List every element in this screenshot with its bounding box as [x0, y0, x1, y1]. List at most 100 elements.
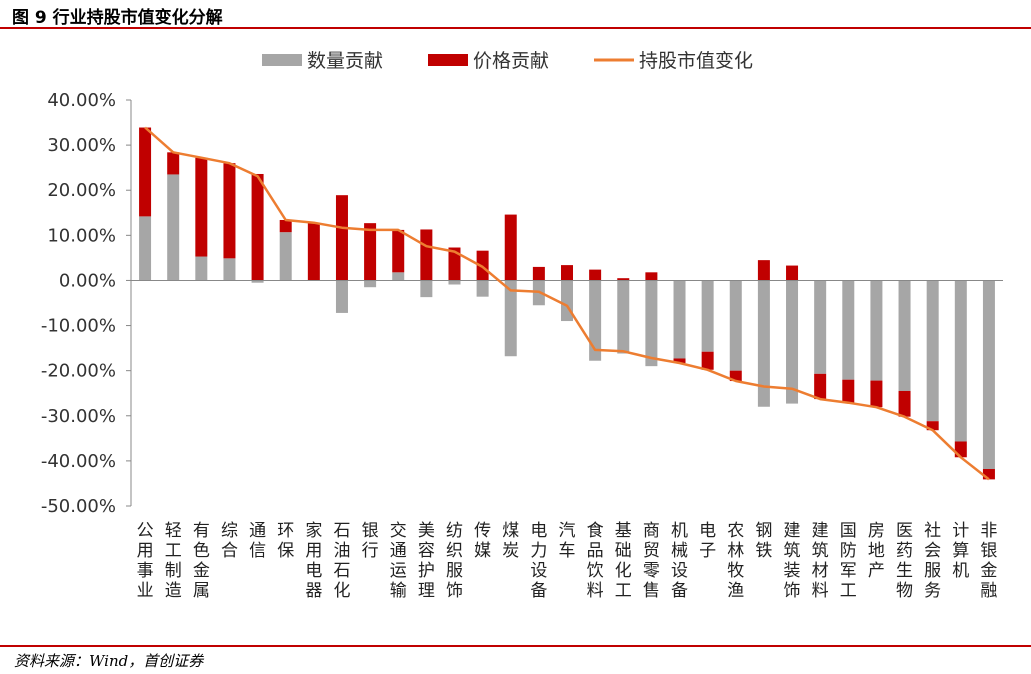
quantity-bar	[504, 280, 517, 357]
quantity-bar	[617, 280, 630, 354]
y-tick-label: -30.00%	[41, 406, 116, 427]
category-label: 电子	[699, 521, 716, 561]
quantity-bar	[476, 280, 489, 297]
price-bar	[926, 421, 939, 431]
y-tick-label: -10.00%	[41, 316, 116, 337]
price-bar	[786, 265, 799, 281]
price-bar	[167, 152, 180, 175]
legend-quantity-swatch	[262, 54, 302, 66]
quantity-bar	[364, 280, 377, 288]
price-bar	[420, 229, 433, 281]
price-bar	[448, 247, 461, 281]
bottom-rule	[0, 645, 1031, 647]
price-bar	[673, 358, 686, 363]
category-label: 环保	[277, 521, 294, 561]
legend-market-value-label: 持股市值变化	[639, 50, 753, 72]
category-label: 交通运输	[390, 521, 407, 601]
legend-quantity-label: 数量贡献	[307, 50, 383, 72]
legend-price: 价格贡献	[428, 50, 549, 72]
x-axis-labels: 公用事业轻工制造有色金属综合通信环保家用电器石油石化银行交通运输美容护理纺织服饰…	[137, 521, 998, 601]
y-tick-label: 20.00%	[47, 180, 116, 201]
category-label: 食品饮料	[587, 521, 604, 601]
price-bar	[898, 390, 911, 417]
line-series	[144, 126, 990, 481]
price-bar	[195, 157, 208, 257]
quantity-bar	[392, 272, 405, 281]
quantity-bar	[589, 280, 602, 361]
quantity-bar	[251, 280, 264, 283]
category-label: 农林牧渔	[727, 521, 744, 601]
quantity-bar	[448, 280, 461, 285]
price-bar	[561, 265, 573, 281]
quantity-bar	[223, 258, 236, 281]
category-label: 煤炭	[502, 521, 519, 561]
category-label: 电力设备	[530, 521, 547, 601]
price-bar	[307, 222, 320, 281]
quantity-bar	[335, 280, 348, 313]
quantity-bar	[982, 280, 995, 470]
category-label: 美容护理	[418, 521, 435, 601]
y-axis: 40.00% 30.00% 20.00% 10.00% 0.00% -10.00% -20.…	[41, 90, 132, 517]
price-bar	[335, 195, 348, 281]
price-bar	[982, 469, 995, 480]
category-label: 家用电器	[305, 521, 322, 601]
legend-quantity: 数量贡献	[262, 50, 383, 72]
y-tick-label: -40.00%	[41, 451, 116, 472]
category-label: 通信	[249, 521, 266, 561]
y-tick-label: 30.00%	[47, 135, 116, 156]
quantity-bar	[786, 280, 799, 404]
quantity-bar	[279, 232, 292, 281]
price-bar	[701, 351, 714, 370]
category-label: 非银金融	[980, 521, 997, 601]
category-label: 基础化工	[615, 521, 632, 601]
category-label: 传媒	[474, 521, 491, 561]
price-bar	[842, 379, 855, 403]
y-tick-label: 0.00%	[59, 270, 116, 291]
category-label: 医药生物	[896, 521, 913, 601]
price-bar	[757, 260, 770, 281]
price-bar	[645, 272, 658, 281]
y-tick-label: 10.00%	[47, 225, 116, 246]
quantity-bar	[842, 280, 855, 380]
price-bar	[814, 373, 827, 400]
price-bar	[251, 173, 264, 281]
category-label: 建筑装饰	[784, 521, 801, 601]
category-label: 公用事业	[137, 521, 154, 601]
quantity-bar	[673, 280, 686, 359]
quantity-bar	[926, 280, 939, 422]
legend-price-label: 价格贡献	[473, 50, 549, 72]
price-bar	[589, 269, 602, 281]
quantity-bar	[195, 256, 208, 281]
category-label: 建筑材料	[812, 521, 829, 601]
price-bar	[532, 266, 545, 281]
quantity-bar	[814, 280, 827, 374]
price-bar	[392, 229, 405, 273]
quantity-bar	[757, 280, 770, 407]
category-label: 轻工制造	[165, 521, 182, 601]
quantity-bar	[645, 280, 658, 367]
y-tick-label: 40.00%	[47, 90, 116, 111]
category-label: 国防军工	[840, 521, 857, 601]
category-label: 社会服务	[924, 521, 941, 601]
bars	[139, 127, 995, 480]
price-bar	[279, 219, 292, 233]
quantity-bar	[954, 280, 967, 442]
category-label: 机械设备	[671, 521, 688, 601]
price-bar	[617, 278, 630, 281]
quantity-bar	[870, 280, 883, 381]
legend-price-swatch	[428, 54, 468, 66]
y-tick-label: -50.00%	[41, 496, 116, 517]
price-bar	[870, 380, 883, 408]
quantity-bar	[701, 280, 714, 352]
y-tick-label: -20.00%	[41, 361, 116, 382]
category-label: 计算机	[952, 521, 969, 581]
category-label: 有色金属	[193, 521, 210, 601]
category-label: 纺织服饰	[446, 521, 463, 601]
legend-market-value: 持股市值变化	[594, 50, 753, 72]
category-label: 汽车	[559, 521, 576, 561]
top-rule	[0, 27, 1031, 29]
quantity-bar	[898, 280, 911, 391]
category-label: 房地产	[868, 521, 885, 581]
quantity-bar	[167, 174, 180, 281]
